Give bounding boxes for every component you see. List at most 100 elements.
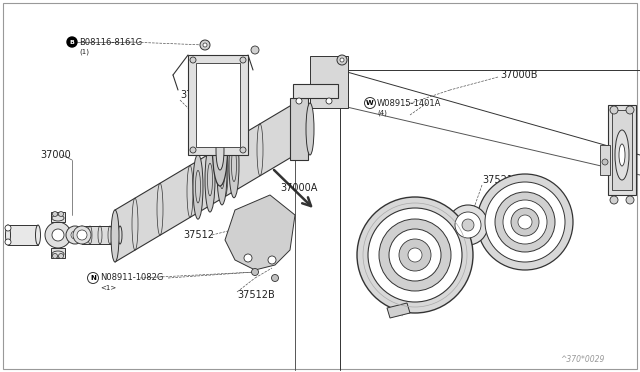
Circle shape bbox=[240, 57, 246, 63]
Circle shape bbox=[203, 43, 207, 47]
Ellipse shape bbox=[207, 163, 212, 196]
Circle shape bbox=[357, 197, 473, 313]
Circle shape bbox=[252, 269, 259, 276]
Text: (1): (1) bbox=[79, 49, 89, 55]
Bar bbox=[608, 105, 636, 195]
Circle shape bbox=[626, 106, 634, 114]
Circle shape bbox=[67, 37, 77, 47]
Circle shape bbox=[518, 215, 532, 229]
Polygon shape bbox=[115, 103, 295, 262]
Circle shape bbox=[448, 205, 488, 245]
Circle shape bbox=[399, 239, 431, 271]
Ellipse shape bbox=[212, 114, 227, 186]
Circle shape bbox=[389, 229, 441, 281]
Ellipse shape bbox=[216, 130, 224, 170]
Ellipse shape bbox=[205, 147, 215, 212]
Circle shape bbox=[511, 208, 539, 236]
Bar bbox=[225, 129, 233, 144]
Ellipse shape bbox=[291, 103, 299, 155]
Circle shape bbox=[626, 196, 634, 204]
Bar bbox=[293, 84, 338, 98]
Text: B08116-8161G: B08116-8161G bbox=[79, 38, 142, 46]
Circle shape bbox=[251, 46, 259, 54]
Circle shape bbox=[477, 174, 573, 270]
Text: 37000: 37000 bbox=[40, 150, 71, 160]
Circle shape bbox=[66, 226, 84, 244]
Text: 37000B: 37000B bbox=[500, 70, 538, 80]
Circle shape bbox=[5, 225, 11, 231]
Ellipse shape bbox=[619, 144, 625, 166]
Bar bbox=[196, 63, 240, 147]
Ellipse shape bbox=[35, 225, 40, 245]
Bar bbox=[612, 110, 632, 190]
Circle shape bbox=[200, 40, 210, 50]
Circle shape bbox=[455, 212, 481, 238]
Circle shape bbox=[610, 106, 618, 114]
Bar bbox=[188, 55, 248, 155]
Bar bbox=[82, 226, 120, 244]
Ellipse shape bbox=[6, 225, 10, 245]
Circle shape bbox=[337, 55, 347, 65]
Circle shape bbox=[240, 147, 246, 153]
Circle shape bbox=[268, 256, 276, 264]
Text: <1>: <1> bbox=[100, 285, 116, 291]
Circle shape bbox=[462, 219, 474, 231]
Circle shape bbox=[271, 275, 278, 282]
Circle shape bbox=[190, 57, 196, 63]
Circle shape bbox=[379, 219, 451, 291]
Text: N: N bbox=[90, 275, 96, 281]
Text: 37521K: 37521K bbox=[482, 175, 520, 185]
Text: (4): (4) bbox=[377, 110, 387, 116]
Circle shape bbox=[408, 248, 422, 262]
Ellipse shape bbox=[193, 154, 203, 219]
Circle shape bbox=[77, 230, 87, 240]
Bar bbox=[290, 98, 308, 160]
Circle shape bbox=[5, 239, 11, 245]
Bar bbox=[51, 248, 65, 258]
Ellipse shape bbox=[118, 226, 122, 244]
Circle shape bbox=[52, 229, 64, 241]
Ellipse shape bbox=[80, 226, 84, 244]
Text: N08911-1082G: N08911-1082G bbox=[100, 273, 163, 282]
Polygon shape bbox=[387, 303, 410, 318]
Bar bbox=[207, 129, 215, 144]
Text: W: W bbox=[366, 100, 374, 106]
Circle shape bbox=[495, 192, 555, 252]
Circle shape bbox=[326, 98, 332, 104]
Circle shape bbox=[52, 253, 58, 259]
Bar bbox=[600, 145, 610, 175]
Circle shape bbox=[52, 212, 58, 217]
Polygon shape bbox=[225, 195, 295, 270]
Text: 37511: 37511 bbox=[180, 90, 211, 100]
Ellipse shape bbox=[232, 149, 237, 182]
Circle shape bbox=[296, 98, 302, 104]
Text: 37000A: 37000A bbox=[280, 183, 317, 193]
Ellipse shape bbox=[306, 103, 314, 155]
Circle shape bbox=[365, 97, 376, 109]
Circle shape bbox=[244, 254, 252, 262]
Bar bbox=[310, 56, 348, 108]
Circle shape bbox=[58, 212, 63, 217]
Ellipse shape bbox=[229, 133, 239, 198]
Circle shape bbox=[88, 273, 99, 283]
Ellipse shape bbox=[52, 251, 64, 257]
Ellipse shape bbox=[217, 140, 227, 205]
Text: 37512B: 37512B bbox=[237, 290, 275, 300]
Ellipse shape bbox=[615, 130, 629, 180]
Text: 37512: 37512 bbox=[183, 230, 214, 240]
Text: B: B bbox=[70, 39, 74, 45]
Ellipse shape bbox=[111, 210, 119, 262]
Circle shape bbox=[73, 226, 91, 244]
Bar bbox=[8, 225, 38, 245]
Circle shape bbox=[190, 147, 196, 153]
Circle shape bbox=[610, 196, 618, 204]
Circle shape bbox=[368, 208, 462, 302]
Text: 37525: 37525 bbox=[458, 215, 489, 225]
Text: W08915-1401A: W08915-1401A bbox=[377, 99, 442, 108]
Ellipse shape bbox=[195, 170, 200, 203]
Circle shape bbox=[602, 159, 608, 165]
Circle shape bbox=[503, 200, 547, 244]
Circle shape bbox=[485, 182, 565, 262]
Circle shape bbox=[340, 58, 344, 62]
Bar bbox=[51, 212, 65, 222]
